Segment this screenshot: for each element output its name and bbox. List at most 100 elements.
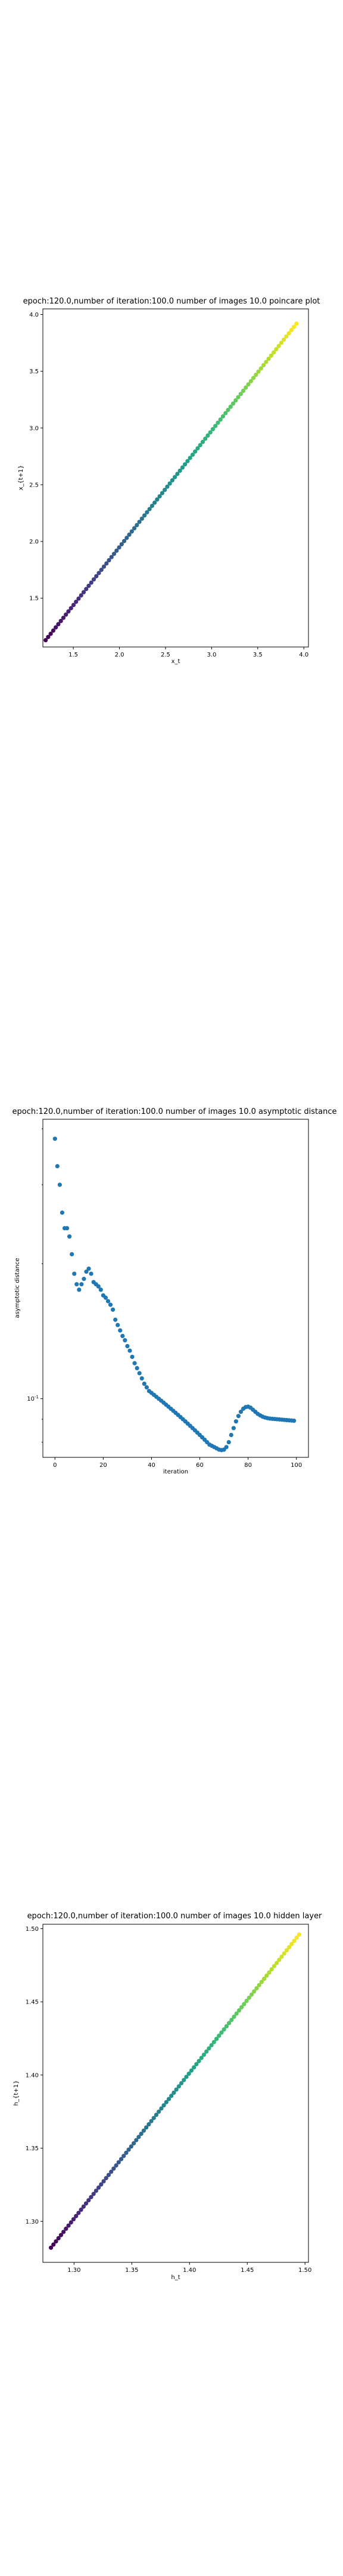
data-point (180, 465, 185, 470)
data-point (68, 2220, 73, 2225)
data-point (64, 2227, 68, 2231)
data-point (279, 1954, 284, 1959)
x-tick-label: 1.5 (68, 652, 78, 658)
data-point (167, 481, 172, 486)
data-point (247, 1995, 251, 2000)
y-tick-label: 2.0 (29, 539, 39, 546)
data-point (108, 1302, 113, 1307)
x-tick-label: 2.5 (161, 652, 170, 658)
data-point (170, 478, 174, 483)
data-point (137, 519, 142, 524)
data-point (154, 2113, 159, 2117)
data-point (131, 2141, 136, 2145)
data-point (144, 2125, 149, 2130)
data-point (139, 1376, 144, 1381)
data-point (81, 2204, 86, 2209)
data-point (58, 2233, 64, 2237)
data-point (76, 2210, 81, 2215)
data-point (64, 1226, 70, 1231)
data-point (86, 583, 91, 589)
data-point (109, 2169, 114, 2174)
y-tick-label: 1.35 (26, 2145, 39, 2152)
data-point (214, 2036, 219, 2041)
data-point (116, 1323, 120, 1327)
data-point (287, 1945, 292, 1950)
y-tick-label: 10-1 (27, 1395, 39, 1402)
data-point (129, 2144, 133, 2149)
data-point (251, 376, 256, 380)
data-point (54, 625, 58, 630)
data-point (101, 2179, 106, 2184)
data-point (205, 433, 210, 438)
y-axis-label: x_{t+1} (18, 465, 24, 490)
data-point (51, 628, 56, 633)
chart-title: epoch:120.0,number of iteration:100.0 nu… (27, 1912, 322, 1921)
data-point (184, 2075, 189, 2079)
data-point (194, 2062, 199, 2067)
x-tick-label: 2.0 (115, 652, 124, 658)
x-tick-label: 1.35 (125, 2267, 138, 2274)
x-tick-label: 1.45 (241, 2267, 254, 2274)
data-point (172, 2090, 176, 2095)
data-point (111, 2166, 116, 2171)
data-point (284, 334, 289, 339)
data-point (294, 1935, 299, 1940)
data-point (124, 535, 129, 540)
data-point (107, 558, 111, 563)
data-point (173, 475, 177, 479)
data-point (190, 452, 195, 457)
data-point (166, 2097, 172, 2101)
data-point (71, 603, 76, 608)
data-point (233, 398, 238, 403)
x-tick-label: 1.30 (67, 2267, 80, 2274)
data-point (127, 1348, 132, 1353)
data-point (264, 1973, 269, 1978)
x-axis-label: x_t (172, 658, 180, 665)
data-point (149, 2119, 154, 2123)
data-point (83, 2201, 89, 2206)
data-point (110, 1307, 116, 1312)
data-point (216, 420, 220, 425)
y-tick-label: 1.30 (26, 2219, 39, 2225)
data-point (269, 353, 273, 358)
data-point (195, 446, 200, 451)
data-point (234, 2011, 239, 2016)
data-point (118, 1328, 123, 1333)
x-tick-label: 80 (244, 1462, 252, 1469)
data-point (185, 459, 190, 463)
data-point (106, 2172, 111, 2178)
data-point (236, 1414, 241, 1419)
data-point (204, 2049, 209, 2054)
data-point (210, 427, 216, 432)
data-point (68, 606, 73, 611)
data-point (119, 542, 124, 547)
data-point (121, 538, 127, 543)
data-point (256, 369, 261, 374)
data-point (145, 510, 149, 515)
data-point (48, 631, 53, 636)
data-point (126, 2147, 131, 2152)
data-point (157, 494, 162, 499)
data-point (56, 622, 61, 627)
data-point (163, 487, 167, 493)
data-point (284, 1948, 289, 1953)
data-point (139, 516, 144, 521)
data-point (165, 484, 170, 489)
data-point (220, 414, 226, 419)
data-point (132, 1361, 137, 1366)
data-point (46, 634, 51, 639)
chart-title: epoch:120.0,number of iteration:100.0 nu… (13, 1107, 337, 1116)
data-point (152, 500, 157, 505)
data-point (89, 580, 93, 585)
data-point (294, 321, 299, 326)
y-ticks: 1.30 1.35 1.40 1.45 1.50 (26, 1926, 43, 2225)
data-point (98, 1287, 103, 1292)
points-group (48, 1932, 302, 2250)
data-point (289, 327, 294, 333)
data-point (297, 1932, 302, 1937)
data-point (147, 507, 152, 512)
data-point (186, 2072, 191, 2076)
data-point (203, 436, 208, 441)
data-point (72, 1271, 77, 1276)
data-point (139, 2131, 144, 2137)
